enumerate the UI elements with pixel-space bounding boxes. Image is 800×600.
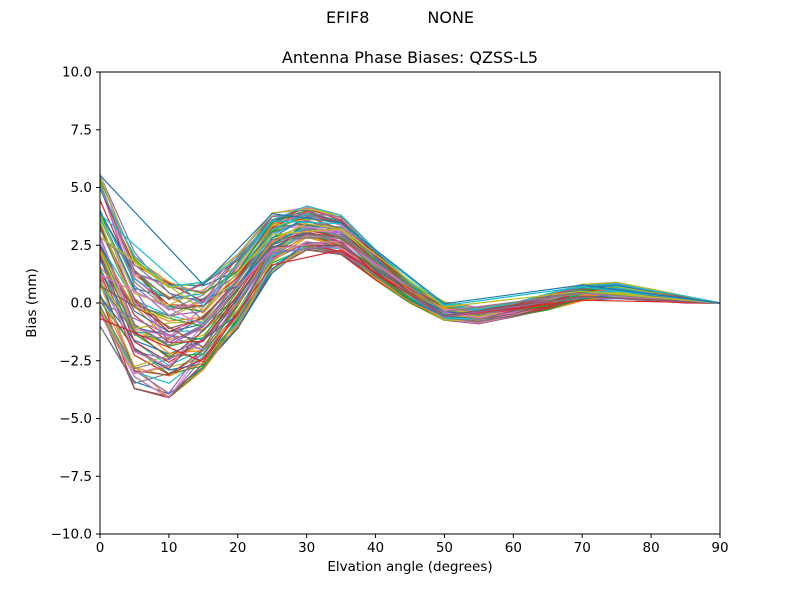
x-tick-label: 10 [160,540,177,556]
bias-line [99,246,721,384]
y-tick-label: −7.5 [59,469,92,485]
bias-line-sparse [99,249,721,363]
bias-line-sparse [99,236,721,321]
y-tick-label: 10.0 [62,65,92,81]
y-tick-label: 5.0 [71,180,92,196]
bias-line-sparse [99,244,721,348]
x-tick-label: 50 [436,540,453,556]
y-tick-label: 2.5 [71,238,92,254]
x-axis-label: Elvation angle (degrees) [327,559,493,575]
x-tick-label: 30 [298,540,315,556]
figure-suptitle: EFIF8 NONE [0,8,800,28]
x-tick-label: 0 [96,540,105,556]
y-tick-label: −5.0 [59,411,92,427]
x-tick-label: 70 [574,540,591,556]
bias-line-sparse [99,174,721,305]
bias-line [99,187,721,311]
bias-line [99,244,721,384]
x-tick-label: 60 [505,540,522,556]
y-tick-label: −2.5 [59,353,92,369]
suptitle-left: EFIF8 [325,8,370,27]
bias-line [99,242,721,376]
x-tick-label: 80 [643,540,660,556]
x-tick-label: 20 [229,540,246,556]
x-tick-label: 90 [711,540,728,556]
bias-line-sparse [99,228,721,311]
chart-title: Antenna Phase Biases: QZSS-L5 [281,48,539,67]
y-tick-label: 0.0 [71,296,92,312]
x-tick-label: 40 [367,540,384,556]
y-tick-label: 7.5 [71,122,92,138]
y-tick-label: −10.0 [51,527,92,543]
bias-line-sparse [99,213,721,307]
suptitle-right: NONE [427,8,475,27]
